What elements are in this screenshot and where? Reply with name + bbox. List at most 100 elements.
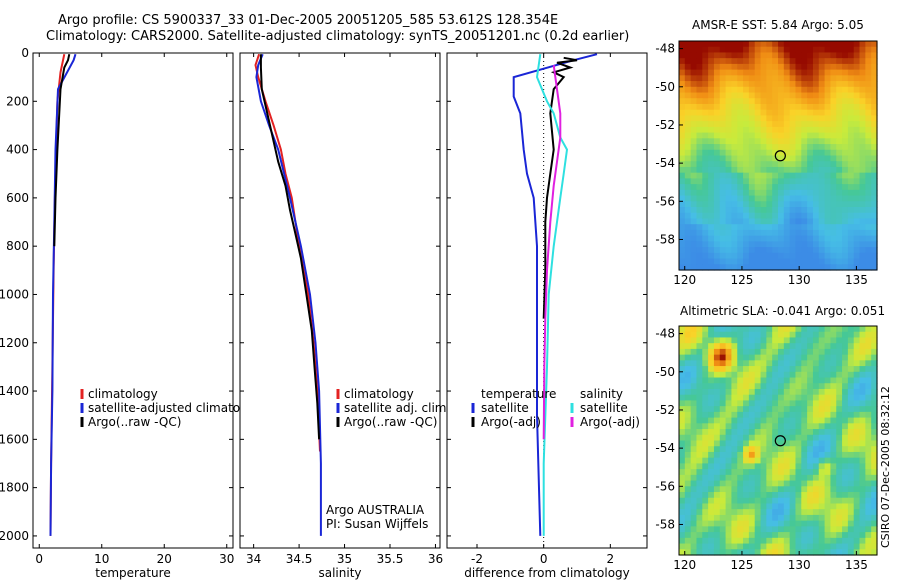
- heatmap-cell: [778, 86, 785, 94]
- heatmap-cell: [679, 121, 686, 128]
- heatmap-cell: [795, 138, 802, 145]
- heatmap-cell: [812, 337, 820, 344]
- heatmap-cell: [807, 218, 814, 225]
- heatmap-cell: [731, 394, 738, 402]
- heatmap-cell: [696, 451, 703, 459]
- heatmap-cell: [702, 155, 709, 162]
- heatmap-cell: [684, 229, 692, 237]
- heatmap-cell: [853, 503, 861, 510]
- heatmap-cell: [737, 258, 744, 265]
- heatmap-cell: [871, 109, 878, 117]
- heatmap-cell: [842, 172, 849, 179]
- heatmap-cell: [836, 537, 843, 545]
- legend-entry: satellite: [580, 401, 628, 415]
- heatmap-cell: [754, 75, 762, 82]
- heatmap-cell: [719, 149, 727, 157]
- heatmap-cell: [818, 348, 826, 356]
- heatmap-cell: [783, 423, 791, 430]
- heatmap-cell: [772, 178, 779, 185]
- heatmap-cell: [713, 63, 721, 71]
- heatmap-cell: [801, 486, 808, 493]
- heatmap-cell: [853, 434, 861, 442]
- heatmap-cell: [807, 383, 814, 390]
- heatmap-cell: [772, 195, 779, 202]
- heatmap-cell: [702, 52, 709, 59]
- heatmap-cell: [713, 497, 721, 505]
- heatmap-cell: [789, 526, 797, 533]
- heatmap-cell: [847, 360, 855, 367]
- heatmap-cell: [824, 406, 832, 413]
- heatmap-cell: [842, 258, 849, 265]
- heatmap-cell: [801, 69, 808, 76]
- heatmap-cell: [713, 81, 721, 88]
- heatmap-cell: [836, 121, 843, 128]
- heatmap-cell: [859, 451, 866, 459]
- heatmap-cell: [818, 172, 826, 179]
- heatmap-cell: [778, 532, 785, 539]
- heatmap-cell: [853, 532, 861, 539]
- heatmap-cell: [708, 354, 715, 361]
- heatmap-cell: [690, 155, 698, 162]
- heatmap-cell: [731, 121, 738, 128]
- heatmap-cell: [708, 58, 715, 65]
- heatmap-cell: [713, 537, 721, 545]
- heatmap-cell: [824, 178, 832, 185]
- heatmap-cell: [731, 264, 738, 271]
- heatmap-cell: [847, 451, 855, 459]
- heatmap-cell: [725, 115, 733, 122]
- heatmap-cell: [847, 434, 855, 442]
- heatmap-cell: [690, 514, 698, 522]
- heatmap-cell: [743, 229, 750, 237]
- heatmap-cell: [830, 503, 837, 510]
- heatmap-cell: [772, 509, 779, 516]
- heatmap-cell: [754, 172, 762, 179]
- heatmap-cell: [783, 258, 791, 265]
- heatmap-cell: [743, 258, 750, 265]
- heatmap-cell: [812, 543, 820, 550]
- heatmap-cell: [865, 486, 872, 493]
- heatmap-cell: [766, 218, 773, 225]
- heatmap-cell: [812, 480, 820, 487]
- heatmap-cell: [812, 138, 820, 145]
- heatmap-cell: [801, 166, 808, 174]
- heatmap-cell: [725, 69, 733, 76]
- heatmap-cell: [713, 132, 721, 139]
- heatmap-cell: [696, 543, 703, 550]
- heatmap-cell: [871, 543, 878, 550]
- heatmap-cell: [836, 69, 843, 76]
- heatmap-cell: [731, 406, 738, 413]
- heatmap-cell: [696, 503, 703, 510]
- heatmap-cell: [778, 423, 785, 430]
- heatmap-cell: [789, 411, 797, 419]
- heatmap-cell: [684, 46, 692, 54]
- heatmap-cell: [743, 406, 750, 413]
- heatmap-cell: [847, 543, 855, 550]
- chart-title-line1: Argo profile: CS 5900337_33 01-Dec-2005 …: [58, 13, 559, 28]
- heatmap-cell: [836, 166, 843, 174]
- heatmap-cell: [812, 155, 820, 162]
- heatmap-cell: [801, 343, 808, 350]
- heatmap-cell: [731, 81, 738, 88]
- heatmap-cell: [719, 366, 727, 373]
- heatmap-cell: [760, 132, 767, 139]
- legend-entry: Argo(..raw -QC): [344, 415, 437, 429]
- heatmap-cell: [842, 394, 849, 402]
- heatmap-cell: [783, 252, 791, 260]
- heatmap-cell: [731, 526, 738, 533]
- heatmap-cell: [818, 446, 826, 453]
- heatmap-cell: [731, 514, 738, 522]
- heatmap-cell: [842, 532, 849, 539]
- heatmap-cell: [743, 423, 750, 430]
- heatmap-cell: [684, 149, 692, 157]
- heatmap-cell: [708, 75, 715, 82]
- heatmap-cell: [743, 166, 750, 174]
- heatmap-cell: [766, 189, 773, 197]
- heatmap-cell: [737, 360, 744, 367]
- heatmap-cell: [760, 532, 767, 539]
- heatmap-cell: [789, 81, 797, 88]
- heatmap-cell: [713, 348, 721, 356]
- heatmap-cell: [731, 492, 738, 499]
- heatmap-cell: [690, 337, 698, 344]
- heatmap-cell: [713, 207, 721, 214]
- heatmap-cell: [865, 69, 872, 76]
